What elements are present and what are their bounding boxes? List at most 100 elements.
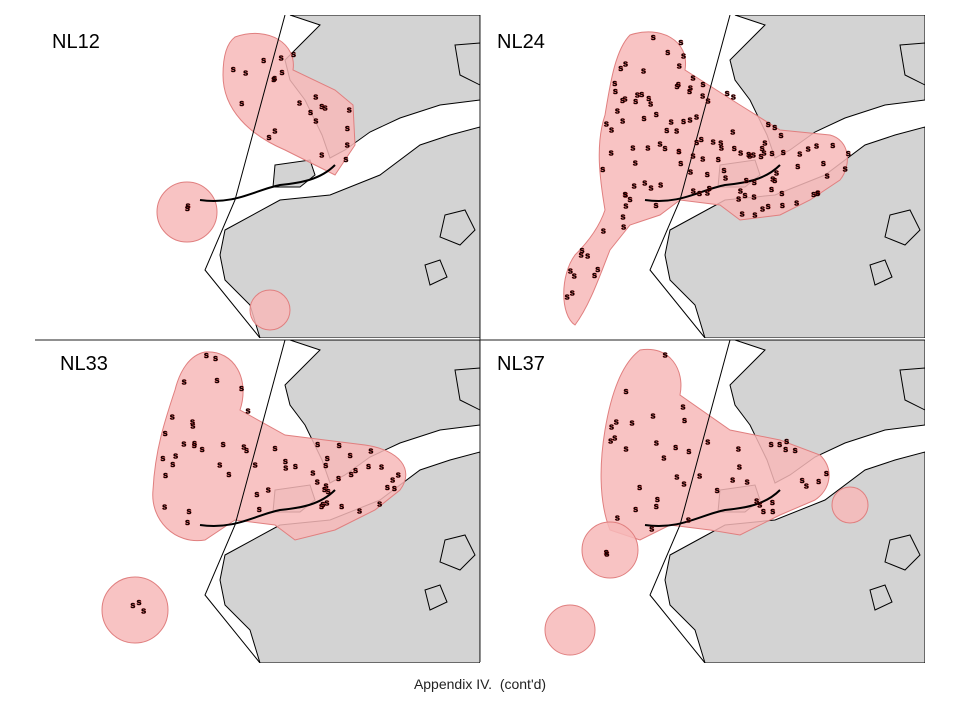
sighting-marker: s bbox=[170, 459, 175, 469]
sighting-marker: s bbox=[612, 432, 617, 442]
sighting-marker: s bbox=[568, 266, 573, 276]
sighting-marker: s bbox=[579, 249, 584, 259]
survey-area bbox=[831, 486, 869, 524]
sighting-marker: s bbox=[793, 445, 798, 455]
sighting-marker: s bbox=[623, 201, 628, 211]
sighting-marker: s bbox=[246, 406, 251, 416]
sighting-marker: s bbox=[319, 101, 324, 111]
sighting-marker: s bbox=[592, 270, 597, 280]
sighting-marker: s bbox=[663, 349, 668, 359]
sighting-marker: s bbox=[585, 250, 590, 260]
sighting-marker: s bbox=[347, 104, 352, 114]
sighting-marker: s bbox=[136, 597, 141, 607]
sighting-marker: s bbox=[623, 444, 628, 454]
land bbox=[454, 42, 480, 86]
land bbox=[884, 209, 921, 246]
sighting-marker: s bbox=[760, 143, 765, 153]
sighting-marker: s bbox=[740, 208, 745, 218]
sighting-marker: s bbox=[811, 189, 816, 199]
sighting-marker: s bbox=[797, 148, 802, 158]
sighting-marker: s bbox=[357, 506, 362, 516]
land bbox=[439, 534, 476, 571]
sighting-marker: s bbox=[761, 147, 766, 157]
sighting-marker: s bbox=[271, 74, 276, 84]
sighting-marker: s bbox=[744, 175, 749, 185]
sighting-marker: s bbox=[690, 73, 695, 83]
survey-area bbox=[249, 289, 291, 331]
sighting-marker: s bbox=[830, 140, 835, 150]
sighting-marker: s bbox=[682, 415, 687, 425]
sighting-marker: s bbox=[843, 164, 848, 174]
sighting-marker: s bbox=[676, 146, 681, 156]
sighting-marker: s bbox=[604, 547, 609, 557]
sighting-marker: s bbox=[697, 470, 702, 480]
sighting-marker: s bbox=[192, 440, 197, 450]
highway bbox=[644, 164, 781, 202]
sighting-marker: s bbox=[678, 37, 683, 47]
sighting-marker: s bbox=[173, 450, 178, 460]
sighting-marker: s bbox=[686, 446, 691, 456]
sighting-marker: s bbox=[705, 437, 710, 447]
sighting-marker: s bbox=[751, 192, 756, 202]
sighting-marker: s bbox=[315, 477, 320, 487]
sighting-marker: s bbox=[737, 461, 742, 471]
sighting-marker: s bbox=[185, 517, 190, 527]
survey-area bbox=[156, 181, 218, 243]
sighting-marker: s bbox=[622, 94, 627, 104]
sighting-marker: s bbox=[732, 143, 737, 153]
sighting-marker: s bbox=[806, 143, 811, 153]
sighting-marker: s bbox=[711, 136, 716, 146]
sighting-marker: s bbox=[641, 65, 646, 75]
sighting-marker: s bbox=[226, 469, 231, 479]
sighting-marker: s bbox=[141, 606, 146, 616]
sighting-marker: s bbox=[257, 504, 262, 514]
sighting-marker: s bbox=[651, 411, 656, 421]
sighting-marker: s bbox=[777, 439, 782, 449]
boundary-line bbox=[204, 15, 286, 338]
survey-area bbox=[600, 348, 830, 541]
sighting-marker: s bbox=[163, 470, 168, 480]
sighting-marker: s bbox=[345, 123, 350, 133]
sighting-marker: s bbox=[648, 99, 653, 109]
sighting-marker: s bbox=[181, 438, 186, 448]
sighting-marker: s bbox=[612, 78, 617, 88]
sighting-marker: s bbox=[633, 158, 638, 168]
sighting-marker: s bbox=[368, 445, 373, 455]
sighting-marker: s bbox=[779, 130, 784, 140]
sighting-marker: s bbox=[213, 353, 218, 363]
sighting-marker: s bbox=[366, 461, 371, 471]
sighting-marker: s bbox=[821, 158, 826, 168]
sighting-marker: s bbox=[766, 201, 771, 211]
land bbox=[219, 126, 480, 338]
sighting-marker: s bbox=[615, 105, 620, 115]
sighting-marker: s bbox=[716, 154, 721, 164]
sighting-marker: s bbox=[701, 79, 706, 89]
sighting-marker: s bbox=[674, 126, 679, 136]
sighting-marker: s bbox=[718, 137, 723, 147]
sighting-marker: s bbox=[623, 189, 628, 199]
sighting-marker: s bbox=[353, 465, 358, 475]
sighting-marker: s bbox=[336, 473, 341, 483]
sighting-marker: s bbox=[759, 151, 764, 161]
sighting-marker: s bbox=[760, 203, 765, 213]
sighting-marker: s bbox=[613, 86, 618, 96]
sighting-marker: s bbox=[645, 143, 650, 153]
land bbox=[439, 209, 476, 246]
survey-area bbox=[222, 32, 356, 176]
sighting-marker: s bbox=[642, 113, 647, 123]
sighting-marker: s bbox=[325, 453, 330, 463]
sighting-marker: s bbox=[783, 444, 788, 454]
sighting-marker: s bbox=[604, 119, 609, 129]
sighting-marker: s bbox=[694, 137, 699, 147]
sighting-marker: s bbox=[308, 107, 313, 117]
boundary-line bbox=[649, 340, 731, 663]
sighting-marker: s bbox=[649, 183, 654, 193]
sighting-marker: s bbox=[654, 109, 659, 119]
sighting-marker: s bbox=[323, 102, 328, 112]
sighting-marker: s bbox=[752, 177, 757, 187]
land bbox=[424, 259, 448, 286]
sighting-marker: s bbox=[609, 421, 614, 431]
